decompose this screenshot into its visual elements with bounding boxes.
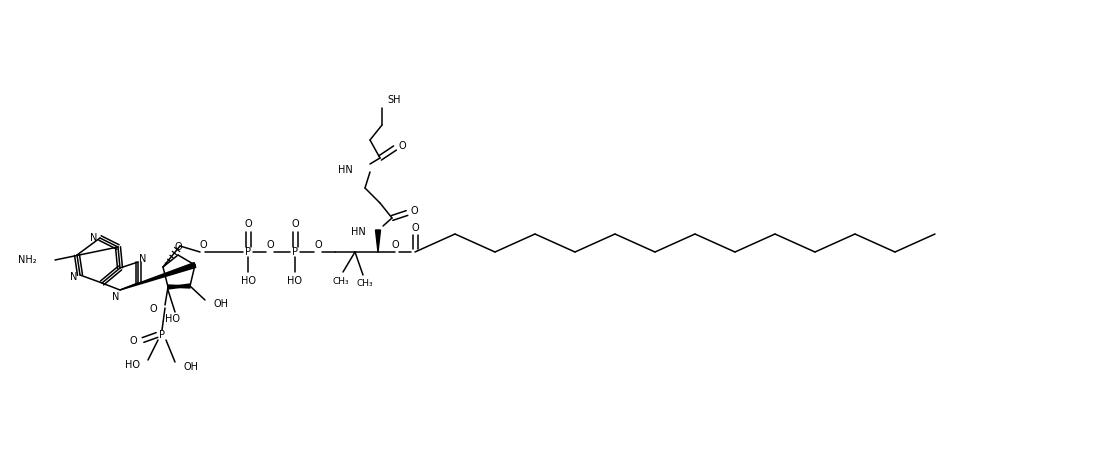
- Text: O: O: [291, 219, 299, 229]
- Text: N: N: [70, 272, 78, 282]
- Text: NH₂: NH₂: [19, 255, 37, 265]
- Text: N: N: [91, 233, 97, 243]
- Text: O: O: [392, 240, 399, 250]
- Text: O: O: [150, 304, 158, 314]
- Text: P: P: [245, 247, 251, 257]
- Text: O: O: [314, 240, 322, 250]
- Text: HN: HN: [351, 227, 366, 237]
- Text: SH: SH: [387, 95, 400, 105]
- Text: O: O: [244, 219, 252, 229]
- Text: OH: OH: [213, 299, 228, 309]
- Text: HO: HO: [125, 360, 140, 370]
- Text: O: O: [129, 336, 137, 346]
- Text: CH₃: CH₃: [357, 279, 373, 288]
- Text: O: O: [199, 240, 207, 250]
- Text: HO: HO: [288, 276, 303, 286]
- Polygon shape: [167, 285, 190, 289]
- Text: HO: HO: [241, 276, 256, 286]
- Text: P: P: [159, 330, 165, 340]
- Text: OH: OH: [183, 362, 198, 372]
- Text: O: O: [411, 223, 419, 233]
- Polygon shape: [168, 284, 190, 288]
- Text: CH₃: CH₃: [333, 276, 349, 285]
- Text: O: O: [266, 240, 274, 250]
- Text: N: N: [139, 254, 147, 264]
- Text: HO: HO: [164, 314, 179, 324]
- Text: N: N: [113, 292, 119, 302]
- Polygon shape: [120, 263, 196, 290]
- Text: P: P: [292, 247, 298, 257]
- Text: O: O: [410, 206, 418, 216]
- Text: HN: HN: [338, 165, 353, 175]
- Polygon shape: [375, 230, 381, 252]
- Text: O: O: [174, 242, 182, 252]
- Text: O: O: [398, 141, 406, 151]
